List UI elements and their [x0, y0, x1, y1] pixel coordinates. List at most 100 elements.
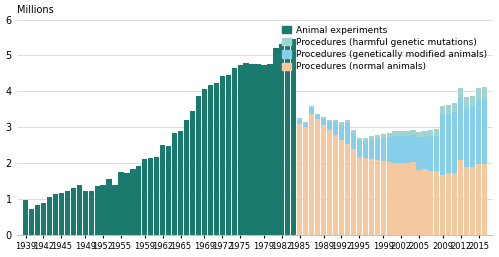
Bar	[416, 137, 422, 170]
Bar	[41, 203, 46, 235]
Bar	[476, 164, 481, 235]
Bar	[351, 133, 356, 149]
Bar	[172, 133, 177, 235]
Bar	[244, 63, 249, 235]
Bar	[166, 146, 171, 235]
Bar	[458, 88, 463, 98]
Bar	[375, 160, 380, 235]
Bar	[65, 191, 70, 235]
Bar	[321, 125, 326, 235]
Bar	[339, 125, 344, 140]
Bar	[440, 106, 446, 114]
Bar	[381, 161, 386, 235]
Bar	[255, 64, 260, 235]
Bar	[369, 159, 374, 235]
Bar	[404, 131, 410, 136]
Bar	[416, 132, 422, 137]
Bar	[226, 75, 231, 235]
Bar	[339, 140, 344, 235]
Bar	[142, 159, 147, 235]
Bar	[422, 137, 428, 169]
Bar	[363, 158, 368, 235]
Bar	[351, 149, 356, 235]
Bar	[446, 114, 452, 173]
Bar	[88, 191, 94, 235]
Bar	[267, 64, 272, 235]
Bar	[369, 140, 374, 159]
Bar	[327, 130, 332, 235]
Bar	[410, 130, 416, 135]
Bar	[297, 124, 302, 235]
Bar	[303, 122, 308, 124]
Text: Millions: Millions	[16, 5, 53, 15]
Bar	[184, 120, 189, 235]
Bar	[375, 135, 380, 139]
Bar	[476, 100, 481, 164]
Bar	[470, 96, 475, 106]
Bar	[136, 166, 141, 235]
Bar	[440, 114, 446, 175]
Bar	[94, 186, 100, 235]
Bar	[100, 185, 106, 235]
Bar	[357, 137, 362, 140]
Bar	[273, 48, 278, 235]
Bar	[345, 123, 350, 144]
Bar	[422, 169, 428, 235]
Bar	[482, 100, 487, 164]
Bar	[220, 76, 225, 235]
Bar	[23, 200, 28, 235]
Bar	[345, 120, 350, 123]
Bar	[238, 65, 243, 235]
Bar	[363, 141, 368, 158]
Bar	[339, 122, 344, 125]
Bar	[446, 173, 452, 235]
Bar	[327, 122, 332, 130]
Bar	[393, 163, 398, 235]
Bar	[208, 85, 213, 235]
Bar	[452, 103, 457, 112]
Bar	[452, 173, 457, 235]
Bar	[357, 140, 362, 157]
Bar	[232, 68, 237, 235]
Bar	[148, 158, 153, 235]
Bar	[387, 133, 392, 137]
Bar	[452, 112, 457, 173]
Bar	[118, 172, 124, 235]
Bar	[434, 129, 440, 136]
Bar	[482, 87, 487, 100]
Bar	[309, 114, 314, 235]
Bar	[250, 64, 254, 235]
Legend: Animal experiments, Procedures (harmful genetic mutations), Procedures (genetica: Animal experiments, Procedures (harmful …	[280, 24, 489, 73]
Bar	[434, 136, 440, 171]
Bar	[410, 135, 416, 162]
Bar	[428, 130, 434, 136]
Bar	[398, 163, 404, 235]
Bar	[458, 160, 463, 235]
Bar	[309, 108, 314, 114]
Bar	[458, 98, 463, 160]
Bar	[196, 96, 201, 235]
Bar	[178, 131, 183, 235]
Bar	[297, 118, 302, 120]
Bar	[363, 138, 368, 141]
Bar	[470, 106, 475, 167]
Bar	[482, 164, 487, 235]
Bar	[375, 139, 380, 160]
Bar	[345, 144, 350, 235]
Bar	[440, 175, 446, 235]
Bar	[333, 123, 338, 135]
Bar	[303, 127, 308, 235]
Bar	[387, 137, 392, 162]
Bar	[71, 188, 76, 235]
Bar	[422, 131, 428, 137]
Bar	[315, 114, 320, 116]
Bar	[309, 106, 314, 108]
Bar	[404, 136, 410, 163]
Bar	[464, 167, 469, 235]
Bar	[77, 185, 82, 235]
Bar	[154, 157, 159, 235]
Bar	[464, 97, 469, 108]
Bar	[393, 132, 398, 136]
Bar	[428, 136, 434, 171]
Bar	[321, 117, 326, 119]
